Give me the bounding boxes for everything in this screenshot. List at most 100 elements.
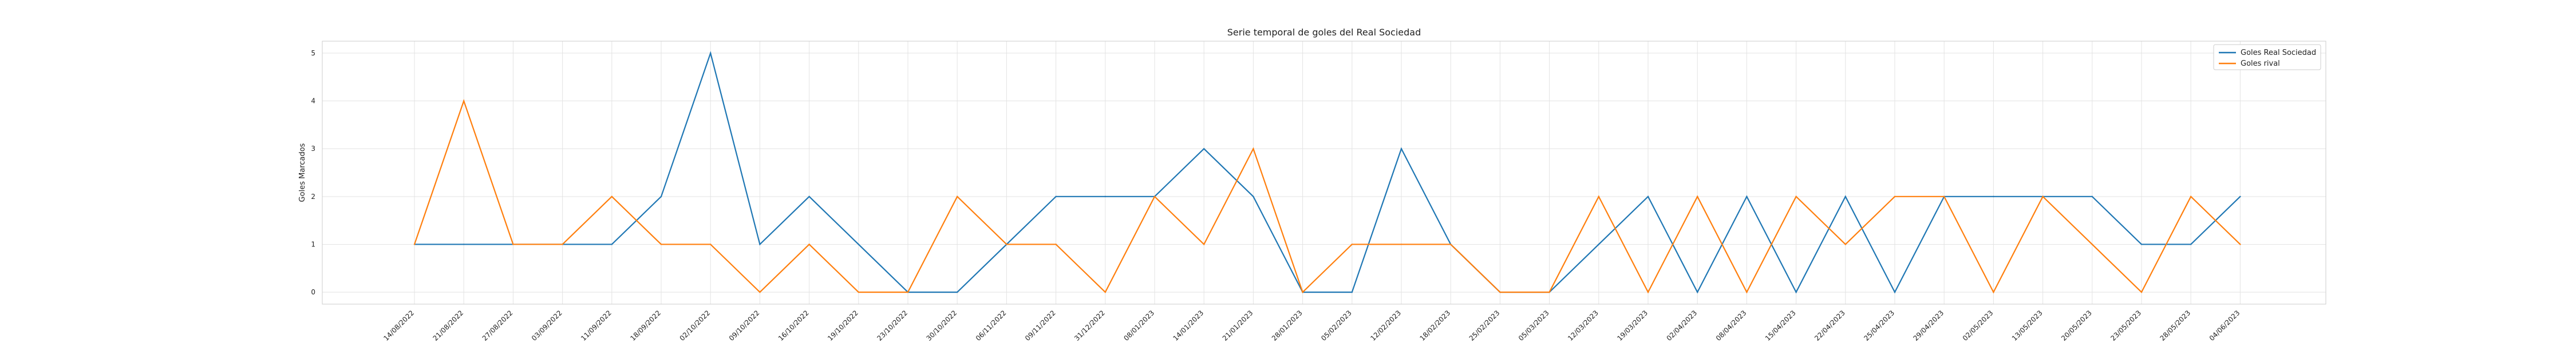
x-tick-label: 05/03/2023	[1517, 309, 1551, 342]
y-tick-label: 4	[311, 97, 315, 105]
data-point	[1153, 196, 1156, 198]
x-tick-label: 23/05/2023	[2109, 309, 2143, 342]
data-point	[1993, 291, 1994, 293]
data-point	[1400, 244, 1402, 245]
x-tick-label: 06/11/2022	[974, 309, 1008, 342]
y-tick-label: 3	[311, 145, 315, 153]
data-point	[907, 291, 909, 293]
x-tick-label: 16/10/2022	[777, 309, 811, 342]
data-point	[1499, 291, 1501, 293]
x-tick-label: 03/09/2022	[530, 309, 564, 342]
x-tick-label: 04/06/2023	[2208, 309, 2242, 342]
data-point	[957, 291, 958, 293]
plot-background	[322, 41, 2326, 304]
data-point	[1055, 196, 1057, 198]
data-point	[1450, 244, 1452, 245]
x-tick-label: 12/03/2023	[1566, 309, 1600, 342]
y-tick-label: 2	[311, 193, 315, 201]
x-tick-label: 14/01/2023	[1172, 309, 1206, 342]
data-point	[2239, 244, 2241, 245]
x-tick-label: 31/12/2022	[1073, 309, 1107, 342]
legend: Goles Real Sociedad Goles rival	[2213, 44, 2321, 70]
x-tick-label: 28/01/2023	[1270, 309, 1304, 342]
data-point	[1697, 196, 1698, 198]
data-point	[2190, 244, 2192, 245]
x-tick-labels: 14/08/2022 21/08/2022 27/08/2022 03/09/2022…	[382, 309, 2241, 342]
data-point	[660, 196, 662, 198]
x-tick-label: 13/05/2023	[2010, 309, 2044, 342]
x-tick-label: 30/10/2022	[925, 309, 959, 342]
y-tick-label: 0	[311, 288, 315, 296]
data-point	[1203, 244, 1205, 245]
x-tick-label: 08/01/2023	[1122, 309, 1156, 342]
data-point	[1203, 147, 1205, 150]
data-point	[1844, 244, 1846, 245]
data-point	[2042, 196, 2044, 198]
series-layer	[413, 51, 2241, 294]
data-point	[1548, 291, 1550, 293]
data-point	[1697, 291, 1698, 293]
y-tick-labels: 0 1 2 3 4 5	[311, 49, 315, 296]
data-point	[1253, 147, 1254, 150]
data-point	[2091, 244, 2093, 245]
x-tick-label: 21/01/2023	[1221, 309, 1255, 342]
x-tick-label: 20/05/2023	[2060, 309, 2093, 342]
x-tick-label: 05/02/2023	[1319, 309, 1353, 342]
x-tick-label: 11/09/2022	[579, 309, 613, 342]
y-tick-label: 5	[311, 49, 315, 57]
x-tick-label: 08/04/2023	[1714, 309, 1748, 342]
x-tick-label: 23/10/2022	[875, 309, 909, 342]
data-point	[1894, 196, 1896, 198]
data-point	[1055, 244, 1057, 245]
legend-label-real-sociedad: Goles Real Sociedad	[2241, 49, 2316, 57]
x-tick-label: 29/04/2023	[1912, 309, 1946, 342]
data-point	[759, 291, 761, 293]
data-point	[1795, 291, 1797, 293]
data-point	[512, 244, 514, 245]
data-point	[1006, 244, 1008, 245]
data-point	[957, 196, 958, 198]
data-point	[611, 196, 613, 198]
x-tick-label: 25/02/2023	[1468, 309, 1502, 342]
data-point	[710, 244, 712, 245]
data-point	[2190, 196, 2192, 198]
data-point	[1253, 196, 1254, 198]
data-point	[858, 291, 860, 293]
data-point	[1104, 291, 1107, 293]
x-tick-label: 02/04/2023	[1665, 309, 1699, 342]
data-point	[1844, 196, 1846, 198]
data-point	[1104, 196, 1107, 198]
data-point	[2091, 196, 2093, 198]
y-tick-label: 1	[311, 240, 315, 248]
x-tick-label: 18/02/2023	[1419, 309, 1452, 342]
x-tick-label: 02/05/2023	[1961, 309, 1995, 342]
data-point	[611, 244, 613, 245]
x-tick-label: 12/02/2023	[1369, 309, 1402, 342]
series-line-1	[413, 99, 2241, 294]
data-point	[1943, 196, 1945, 198]
data-point	[413, 244, 416, 245]
x-tick-label: 15/04/2023	[1764, 309, 1797, 342]
data-point	[1351, 244, 1353, 245]
data-point	[1795, 196, 1797, 198]
series-line-0	[414, 51, 2241, 294]
x-tick-label: 02/10/2022	[678, 309, 712, 342]
x-tick-label: 25/04/2023	[1862, 309, 1896, 342]
data-point	[858, 244, 860, 245]
x-tick-label: 19/03/2023	[1615, 309, 1649, 342]
data-point	[463, 244, 465, 245]
data-point	[1746, 196, 1748, 198]
data-point	[1993, 196, 1994, 198]
data-point	[1598, 244, 1599, 245]
data-point	[1746, 291, 1748, 293]
grid	[322, 41, 2326, 304]
data-point	[1894, 291, 1896, 293]
data-point	[660, 244, 662, 245]
x-tick-label: 09/11/2022	[1024, 309, 1057, 342]
data-point	[1400, 147, 1402, 150]
y-axis-label: Goles Marcados	[298, 143, 307, 202]
data-point	[2140, 244, 2143, 245]
data-point	[710, 52, 712, 54]
x-tick-label: 21/08/2022	[432, 309, 465, 342]
